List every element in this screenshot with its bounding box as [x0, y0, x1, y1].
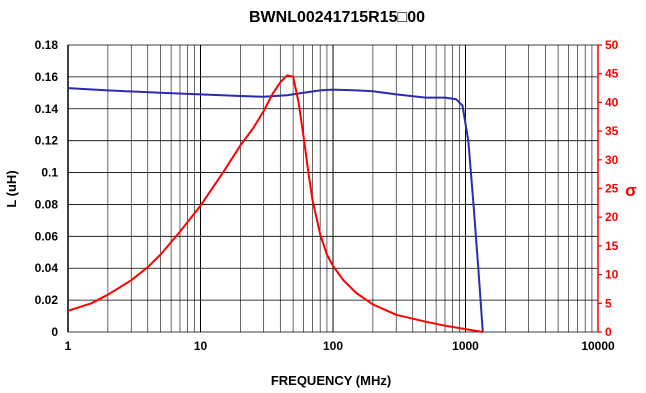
- x-tick-label: 1: [65, 339, 72, 353]
- y-axis-right-label: σ: [625, 181, 637, 200]
- y-right-tick-label: 25: [605, 182, 619, 196]
- y-right-tick-label: 30: [605, 153, 619, 167]
- y-right-tick-label: 15: [605, 239, 619, 253]
- y-right-tick-label: 35: [605, 124, 619, 138]
- y-right-tick-label: 50: [605, 38, 619, 52]
- y-left-tick-label: 0.14: [35, 102, 59, 116]
- y-left-tick-label: 0.02: [35, 293, 59, 307]
- x-tick-label: 100: [323, 339, 343, 353]
- y-right-tick-label: 40: [605, 95, 619, 109]
- x-axis-label: FREQUENCY (MHz): [271, 373, 391, 388]
- y-left-tick-label: 0.08: [35, 197, 59, 211]
- y-left-tick-label: 0.12: [35, 134, 59, 148]
- y-left-tick-label: 0.16: [35, 70, 59, 84]
- tick-labels: 1 10 100 1000 1000000.020.040.060.080.10.120…: [35, 38, 619, 353]
- grid-lines: [67, 44, 602, 333]
- chart-title: BWNL00241715R15□00: [249, 9, 425, 26]
- x-tick-label: 1000: [452, 339, 479, 353]
- x-tick-label: 10000: [581, 339, 615, 353]
- y-axis-left-label: L (uH): [4, 170, 19, 207]
- y-left-tick-label: 0.1: [41, 166, 58, 180]
- y-left-tick-label: 0.04: [35, 261, 59, 275]
- y-right-tick-label: 5: [605, 296, 612, 310]
- y-left-tick-label: 0.06: [35, 229, 59, 243]
- q-curve: [67, 74, 483, 333]
- y-left-tick-label: 0.18: [35, 38, 59, 52]
- y-right-tick-label: 10: [605, 268, 619, 282]
- y-right-tick-label: 0: [605, 325, 612, 339]
- y-left-tick-label: 0: [51, 325, 58, 339]
- y-right-tick-label: 20: [605, 210, 619, 224]
- series-group: [67, 74, 484, 333]
- x-tick-label: 10: [194, 339, 208, 353]
- y-right-tick-label: 45: [605, 67, 619, 81]
- inductance-curve: [67, 87, 484, 333]
